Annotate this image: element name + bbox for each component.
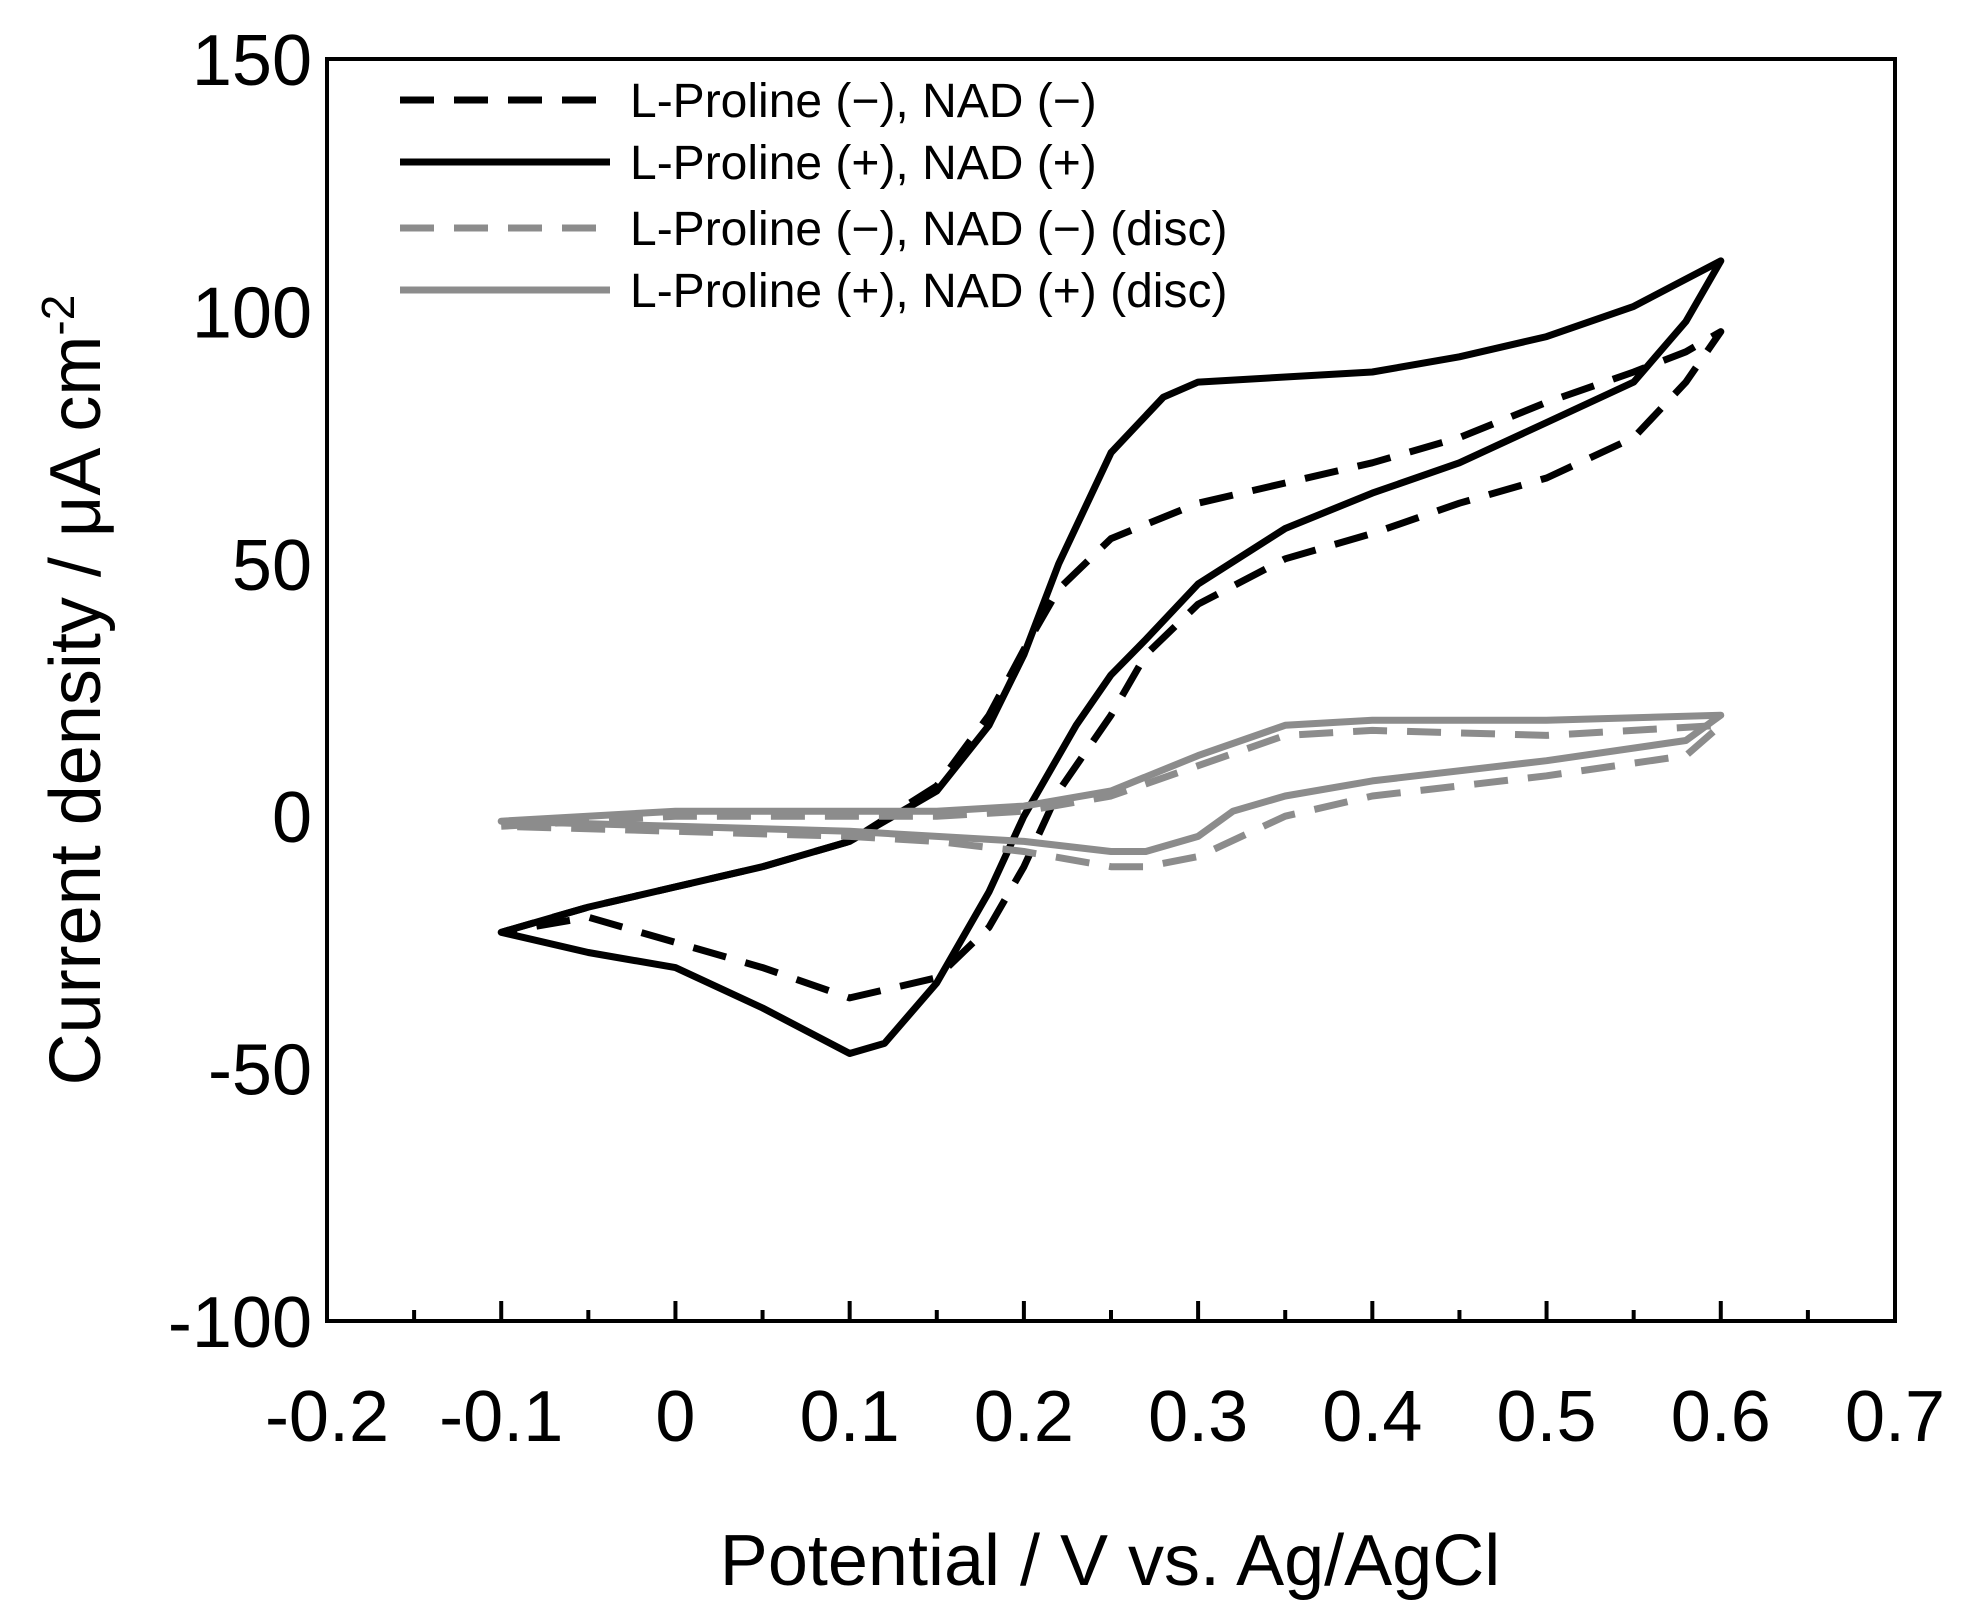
x-tick-label: -0.2: [265, 1377, 389, 1457]
x-tick-label: 0.7: [1845, 1377, 1945, 1457]
x-tick-label: 0.1: [800, 1377, 900, 1457]
series-line: [500, 721, 1725, 871]
y-tick-label: 50: [232, 526, 312, 606]
y-axis-title-superscript: -2: [32, 295, 84, 336]
y-axis-title-text: Current density / μA cm: [36, 336, 116, 1086]
series-line: [500, 328, 1725, 1002]
y-tick-label: 150: [192, 21, 312, 101]
x-tick-label: 0: [655, 1377, 695, 1457]
x-tick-label: 0.3: [1148, 1377, 1248, 1457]
y-tick-label: 100: [192, 273, 312, 353]
y-tick-label: 0: [272, 778, 312, 858]
x-tick-label: 0.5: [1497, 1377, 1597, 1457]
x-tick-label: -0.1: [439, 1377, 563, 1457]
series-line: [497, 711, 1725, 855]
legend-label: L-Proline (+), NAD (+) (disc): [630, 265, 1227, 318]
legend-label: L-Proline (−), NAD (−): [630, 75, 1097, 128]
y-axis-title: Current density / μA cm-2: [32, 295, 116, 1086]
series-layer: [497, 257, 1725, 1057]
x-axis-title: Potential / V vs. Ag/AgCl: [720, 1521, 1500, 1601]
x-tick-label: 0.6: [1671, 1377, 1771, 1457]
y-axis-ticks: -100 -50 0 50 100 150: [168, 21, 312, 1363]
x-axis-ticks: -0.2 -0.1 0 0.1 0.2 0.3 0.4 0.5 0.6 0.7: [265, 1301, 1945, 1457]
y-tick-label: -100: [168, 1283, 312, 1363]
y-tick-label: -50: [208, 1031, 312, 1111]
x-tick-label: 0.2: [974, 1377, 1074, 1457]
legend-label: L-Proline (−), NAD (−) (disc): [630, 203, 1227, 256]
legend-label: L-Proline (+), NAD (+): [630, 137, 1097, 190]
legend: L-Proline (−), NAD (−) L-Proline (+), NAD…: [400, 75, 1227, 318]
x-tick-label: 0.4: [1322, 1377, 1422, 1457]
series-line: [497, 257, 1725, 1057]
